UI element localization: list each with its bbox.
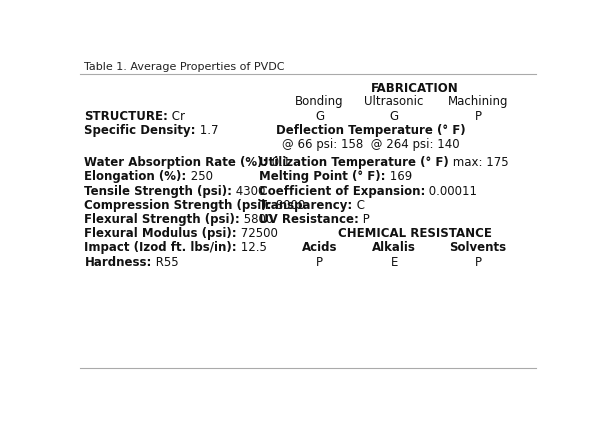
Text: Machining: Machining (448, 95, 508, 108)
Text: max: 175: max: 175 (449, 156, 508, 170)
Text: Table 1. Average Properties of PVDC: Table 1. Average Properties of PVDC (84, 62, 285, 72)
Text: Alkalis: Alkalis (372, 241, 416, 254)
Text: Melting Point (° F):: Melting Point (° F): (259, 170, 386, 184)
Text: 250: 250 (187, 170, 213, 184)
Text: 169: 169 (386, 170, 412, 184)
Text: Impact (Izod ft. lbs/in):: Impact (Izod ft. lbs/in): (84, 241, 237, 254)
Text: P: P (359, 212, 370, 226)
Text: CHEMICAL RESISTANCE: CHEMICAL RESISTANCE (338, 227, 492, 240)
Text: R55: R55 (152, 255, 178, 269)
Text: 8000: 8000 (272, 198, 305, 212)
Text: 0.00011: 0.00011 (426, 184, 477, 198)
Text: Hardness:: Hardness: (84, 255, 152, 269)
Text: 4300: 4300 (233, 184, 266, 198)
Text: P: P (475, 255, 481, 269)
Text: C: C (353, 198, 365, 212)
Text: Cr: Cr (168, 110, 185, 123)
Text: Flexural Modulus (psi):: Flexural Modulus (psi): (84, 227, 237, 240)
Text: P: P (316, 255, 323, 269)
Text: Specific Density:: Specific Density: (84, 124, 196, 137)
Text: Bonding: Bonding (295, 95, 344, 108)
Text: 0.1: 0.1 (268, 156, 290, 170)
Text: G: G (315, 110, 324, 123)
Text: 5800: 5800 (240, 212, 273, 226)
Text: 12.5: 12.5 (237, 241, 267, 254)
Text: Tensile Strength (psi):: Tensile Strength (psi): (84, 184, 233, 198)
Text: Compression Strength (psi):: Compression Strength (psi): (84, 198, 272, 212)
Text: 72500: 72500 (237, 227, 278, 240)
Text: STRUCTURE:: STRUCTURE: (84, 110, 168, 123)
Text: Deflection Temperature (° F): Deflection Temperature (° F) (276, 124, 466, 137)
Text: Flexural Strength (psi):: Flexural Strength (psi): (84, 212, 240, 226)
Text: E: E (391, 255, 398, 269)
Text: Coefficient of Expansion:: Coefficient of Expansion: (259, 184, 426, 198)
Text: FABRICATION: FABRICATION (371, 82, 459, 95)
Text: UV Resistance:: UV Resistance: (259, 212, 359, 226)
Text: Elongation (%):: Elongation (%): (84, 170, 187, 184)
Text: G: G (389, 110, 398, 123)
Text: P: P (475, 110, 481, 123)
Text: Water Absorption Rate (%):: Water Absorption Rate (%): (84, 156, 268, 170)
Text: 1.7: 1.7 (196, 124, 218, 137)
Text: Ultrasonic: Ultrasonic (364, 95, 424, 108)
Text: Acids: Acids (302, 241, 337, 254)
Text: Transparency:: Transparency: (259, 198, 353, 212)
Text: @ 66 psi: 158  @ 264 psi: 140: @ 66 psi: 158 @ 264 psi: 140 (282, 138, 460, 151)
Text: Utilization Temperature (° F): Utilization Temperature (° F) (259, 156, 449, 170)
Text: Solvents: Solvents (450, 241, 507, 254)
